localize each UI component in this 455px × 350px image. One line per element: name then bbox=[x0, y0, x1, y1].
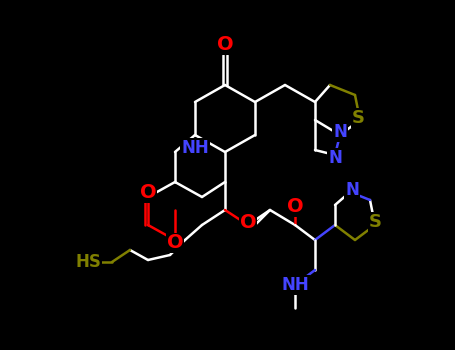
Text: NH: NH bbox=[181, 139, 209, 157]
Text: O: O bbox=[240, 212, 256, 231]
Text: O: O bbox=[140, 183, 157, 203]
Text: NH: NH bbox=[281, 276, 309, 294]
Text: S: S bbox=[352, 109, 364, 127]
Text: O: O bbox=[217, 35, 233, 55]
Text: HS: HS bbox=[75, 253, 101, 271]
Text: N: N bbox=[345, 181, 359, 199]
Text: O: O bbox=[287, 197, 303, 217]
Text: O: O bbox=[167, 233, 183, 252]
Text: N: N bbox=[333, 123, 347, 141]
Text: S: S bbox=[369, 213, 381, 231]
Text: N: N bbox=[328, 149, 342, 167]
